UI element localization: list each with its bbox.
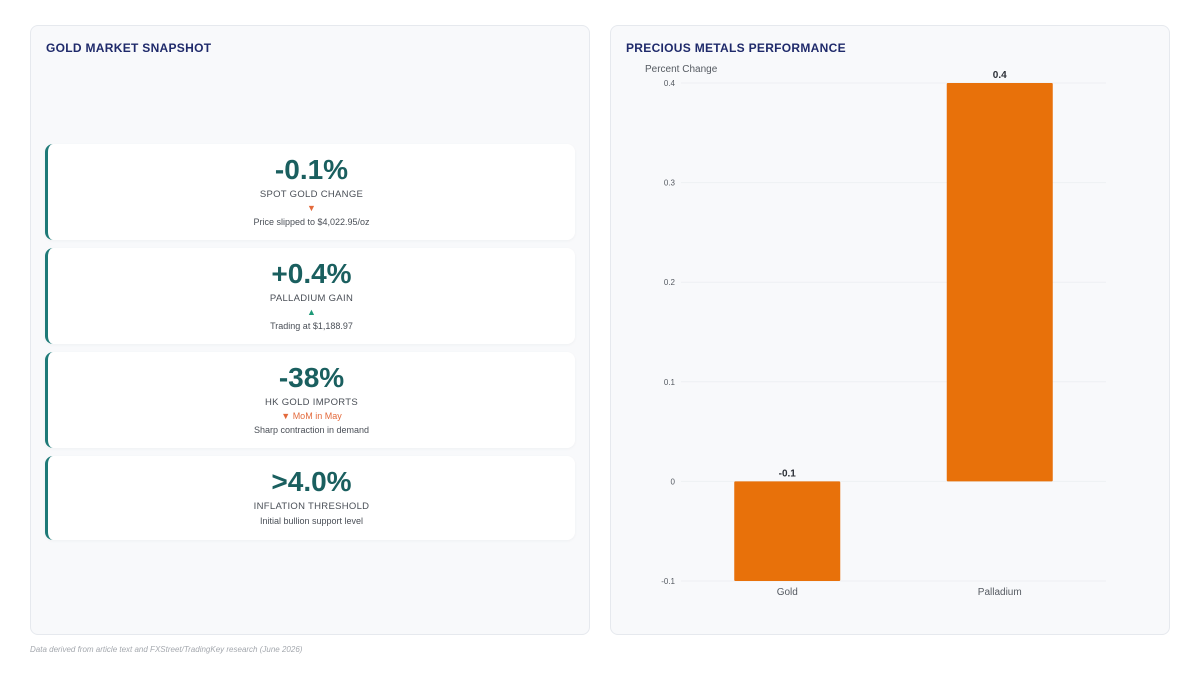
precious-metals-chart-panel: PRECIOUS METALS PERFORMANCE Percent Chan… — [610, 25, 1170, 635]
stat-label: HK GOLD IMPORTS — [264, 397, 358, 408]
stat-value: +0.4% — [271, 258, 352, 289]
stat-note: Initial bullion support level — [259, 516, 364, 526]
stat-card-inflation: >4.0% INFLATION THRESHOLD Initial bullio… — [45, 456, 575, 540]
bar-chart: Percent Change -0.1 0 0.1 0.2 0.3 0.4 -0.1 Gold 0… — [645, 64, 1106, 598]
bar-palladium — [946, 83, 1053, 482]
y-tick-label: 0 — [671, 477, 676, 486]
y-tick-label: 0.2 — [664, 278, 676, 287]
stat-note: Trading at $1,188.97 — [270, 321, 353, 331]
y-tick-label: -0.1 — [661, 577, 675, 586]
data-label: -0.1 — [779, 468, 797, 479]
y-tick-label: 0.4 — [664, 79, 676, 88]
trend-up-icon: ▲ — [307, 307, 316, 317]
y-tick-label: 0.3 — [664, 179, 676, 188]
stat-note: Price slipped to $4,022.95/oz — [253, 217, 370, 227]
stat-value: -38% — [278, 362, 345, 393]
source-note: Data derived from article text and FXStr… — [30, 645, 303, 654]
gold-market-snapshot-panel: GOLD MARKET SNAPSHOT -0.1% SPOT GOLD CHA… — [30, 25, 590, 635]
chart-title: PRECIOUS METALS PERFORMANCE — [626, 41, 846, 55]
stat-card-spot-gold: -0.1% SPOT GOLD CHANGE ▼ Price slipped t… — [45, 144, 575, 240]
panel-title: GOLD MARKET SNAPSHOT — [46, 41, 212, 55]
stat-note: Sharp contraction in demand — [253, 425, 370, 435]
stat-value: >4.0% — [271, 466, 352, 497]
stat-label: PALLADIUM GAIN — [269, 293, 354, 304]
stat-label: INFLATION THRESHOLD — [253, 501, 370, 512]
trend-down-icon: ▼ MoM in May — [281, 411, 342, 421]
y-axis-label: Percent Change — [645, 64, 718, 75]
stat-card-hk-imports: -38% HK GOLD IMPORTS ▼ MoM in May Sharp … — [45, 352, 575, 448]
y-tick-label: 0.1 — [664, 378, 676, 387]
stat-card-palladium: +0.4% PALLADIUM GAIN ▲ Trading at $1,188… — [45, 248, 575, 344]
x-tick-label: Palladium — [978, 587, 1022, 598]
data-label: 0.4 — [993, 70, 1007, 81]
trend-down-icon: ▼ — [307, 203, 316, 213]
stat-value: -0.1% — [274, 154, 349, 185]
x-tick-label: Gold — [777, 587, 798, 598]
stat-label: SPOT GOLD CHANGE — [259, 189, 364, 200]
bar-gold — [734, 481, 841, 581]
